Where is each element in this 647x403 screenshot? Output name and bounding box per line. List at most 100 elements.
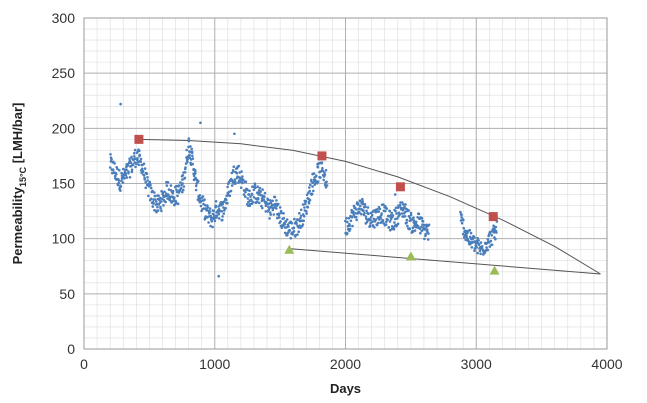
scatter-point	[373, 226, 376, 229]
scatter-point	[191, 157, 195, 160]
scatter-point	[376, 208, 379, 211]
scatter-point	[246, 188, 249, 192]
scatter-point	[217, 217, 221, 220]
scatter-point	[148, 180, 152, 184]
scatter-point	[175, 188, 178, 191]
scatter-point	[234, 180, 237, 184]
scatter-point	[282, 212, 285, 215]
scatter-point	[163, 190, 166, 194]
scatter-point	[141, 169, 145, 173]
x-tick-label: 3000	[461, 356, 492, 372]
scatter-point	[156, 209, 160, 212]
scatter-point	[364, 215, 368, 218]
scatter-point	[247, 193, 251, 196]
scatter-point	[113, 174, 117, 178]
scatter-point	[289, 236, 293, 240]
scatter-point	[138, 149, 141, 153]
scatter-point	[358, 210, 361, 214]
scatter-point	[176, 202, 180, 206]
scatter-point	[283, 231, 287, 235]
scatter-point	[268, 207, 271, 210]
scatter-point	[390, 211, 394, 215]
scatter-point	[181, 190, 184, 194]
square-marker	[317, 151, 327, 161]
scatter-point	[301, 203, 305, 206]
scatter-point	[409, 211, 413, 215]
scatter-point	[365, 209, 368, 213]
scatter-point	[232, 170, 235, 173]
scatter-point	[416, 216, 419, 219]
scatter-point	[322, 178, 326, 182]
scatter-point	[198, 197, 201, 200]
scatter-point	[146, 176, 149, 179]
scatter-point	[251, 201, 255, 204]
scatter-point	[369, 218, 372, 222]
scatter-point	[389, 218, 393, 221]
scatter-point	[276, 216, 279, 220]
scatter-point	[256, 185, 260, 188]
scatter-point	[363, 203, 367, 206]
scatter-point	[489, 230, 492, 234]
scatter-point	[313, 183, 317, 186]
scatter-point	[120, 171, 123, 175]
scatter-point	[190, 151, 194, 155]
scatter-point	[191, 162, 194, 166]
scatter-point	[254, 186, 257, 190]
scatter-point	[490, 243, 494, 247]
scatter-point	[115, 172, 118, 176]
scatter-point	[258, 186, 262, 190]
scatter-point	[217, 212, 221, 216]
scatter-point	[262, 195, 266, 199]
scatter-point	[153, 191, 156, 194]
scatter-point	[423, 223, 426, 227]
scatter-point	[346, 232, 349, 235]
scatter-point	[378, 207, 382, 211]
scatter-point	[197, 180, 200, 183]
scatter-point	[109, 153, 112, 156]
scatter-point	[189, 145, 192, 148]
scatter-point	[203, 198, 206, 201]
scatter-point	[424, 232, 428, 236]
scatter-point	[396, 222, 400, 226]
scatter-point	[144, 186, 147, 190]
scatter-point	[310, 192, 314, 196]
scatter-point	[299, 216, 302, 220]
scatter-point	[181, 178, 184, 181]
scatter-point	[134, 165, 137, 169]
scatter-point	[188, 150, 192, 153]
scatter-point	[119, 102, 122, 106]
scatter-point	[460, 213, 463, 217]
scatter-point	[198, 194, 202, 197]
scatter-point	[286, 234, 289, 237]
scatter-point	[369, 216, 373, 219]
scatter-point	[382, 203, 385, 206]
scatter-point	[232, 165, 236, 168]
scatter-point	[346, 224, 350, 228]
scatter-point	[224, 198, 228, 202]
scatter-point	[427, 223, 431, 227]
scatter-point	[298, 211, 301, 215]
x-tick-label: 2000	[330, 356, 361, 372]
scatter-point	[311, 181, 315, 184]
scatter-point	[420, 216, 424, 220]
scatter-point	[156, 205, 159, 209]
scatter-point	[151, 189, 154, 193]
scatter-point	[128, 157, 131, 160]
scatter-point	[380, 212, 384, 215]
scatter-point	[348, 224, 352, 227]
scatter-point	[133, 155, 136, 158]
scatter-point	[411, 226, 415, 229]
square-marker	[395, 182, 405, 192]
scatter-point	[402, 203, 405, 206]
scatter-point	[142, 174, 146, 177]
scatter-point	[244, 190, 247, 194]
scatter-point	[323, 171, 326, 174]
scatter-point	[246, 197, 250, 200]
y-tick-label: 300	[52, 10, 76, 26]
scatter-point	[116, 183, 120, 187]
scatter-point	[167, 193, 170, 196]
scatter-point	[423, 237, 426, 241]
scatter-point	[199, 204, 203, 208]
scatter-point	[167, 188, 171, 191]
scatter-point	[352, 210, 355, 213]
